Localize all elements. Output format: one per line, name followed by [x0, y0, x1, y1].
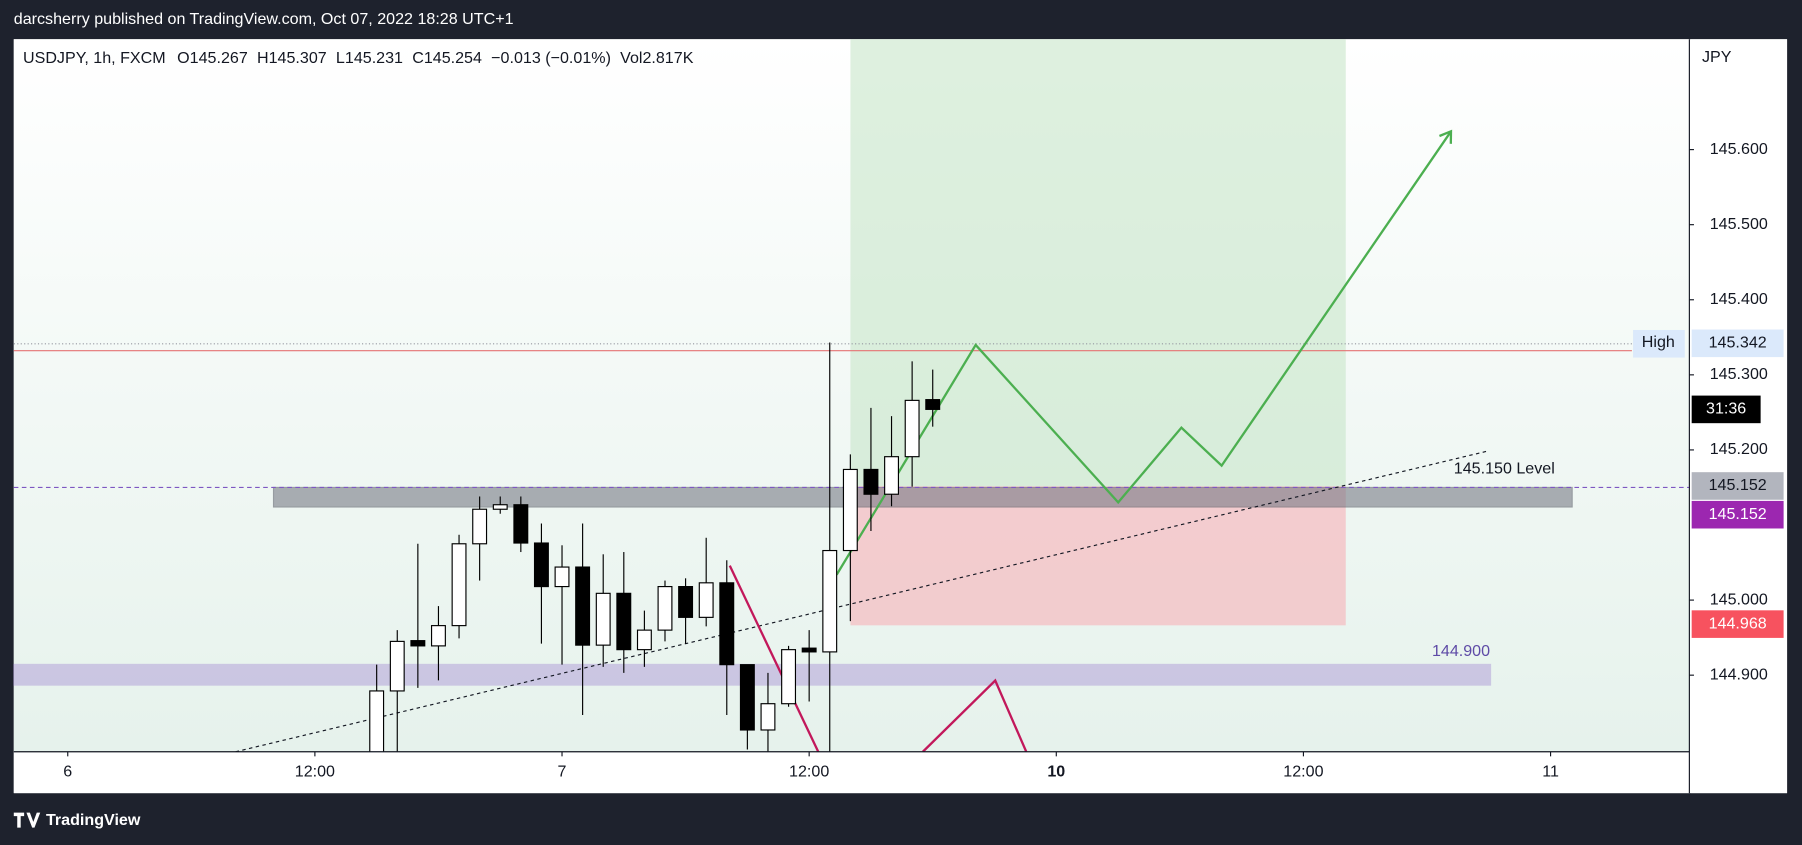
y-tick-label: 145.500: [1710, 215, 1768, 233]
red-path: [922, 678, 1028, 753]
candle-body: [884, 456, 900, 495]
legend-symbol: USDJPY, 1h, FXCM: [23, 49, 166, 67]
x-tick-label: 7: [558, 763, 567, 781]
red-path: [728, 565, 820, 753]
legend-value: 145.231: [345, 49, 403, 67]
x-tick-label: 12:00: [789, 763, 829, 781]
candle-body: [430, 625, 446, 647]
legend-volume: Vol2.817K: [620, 49, 694, 67]
legend-field: O: [177, 49, 190, 67]
level-label: 145.150 Level: [1454, 459, 1555, 477]
candle-body: [822, 549, 838, 653]
legend-value: 145.254: [424, 49, 482, 67]
x-tick-label: 11: [1542, 763, 1559, 781]
price-tag: [1691, 610, 1784, 638]
axes: 144.900 145.000 145.200 145.300 145.400 145.5…: [63, 140, 1784, 781]
price-tag-label: 145.152: [1709, 476, 1767, 494]
candle-body: [698, 582, 714, 618]
high-tag: [1633, 329, 1685, 358]
countdown-tag: [1691, 395, 1761, 424]
candle-body: [616, 592, 632, 651]
candle-body: [760, 703, 776, 731]
legend-change: −0.013 (−0.01%): [491, 49, 611, 67]
y-tick-label: 145.200: [1710, 440, 1768, 458]
brand-logo: [13, 812, 41, 828]
candle-body: [369, 690, 385, 752]
candle-body: [719, 582, 735, 666]
legend-text: USDJPY, 1h, FXCM O145.267 H145.307 L145.231…: [23, 49, 694, 67]
legend-value: 145.267: [190, 49, 248, 67]
stop-zone: [850, 486, 1346, 626]
candle-body: [533, 542, 549, 588]
candle-body: [554, 566, 570, 588]
x-axis: [13, 751, 1690, 794]
candle-body: [904, 399, 920, 458]
zone-label: 144.900: [1432, 642, 1490, 660]
x-tick-label: 10: [1047, 763, 1065, 781]
legend-field: H: [257, 49, 269, 67]
price-tag: [1691, 329, 1784, 358]
candle-body: [842, 468, 858, 552]
y-tick-label: 145.400: [1710, 290, 1768, 308]
candle-body: [925, 399, 941, 410]
candle-body: [657, 586, 673, 631]
candle-body: [513, 504, 529, 544]
price-tag-label: 145.342: [1709, 334, 1767, 352]
y-tick-label: 145.000: [1710, 590, 1768, 608]
y-tick-label: 145.600: [1710, 140, 1768, 158]
y-tick-label: 144.900: [1710, 665, 1768, 683]
candle-body: [389, 640, 405, 692]
x-tick-label: 12:00: [295, 763, 335, 781]
brand: TradingView: [46, 811, 141, 829]
publish-header: darcsherry published on TradingView.com,…: [14, 10, 514, 28]
countdown: 31:36: [1706, 400, 1746, 418]
candle-body: [595, 592, 611, 646]
high-label: High: [1642, 333, 1675, 351]
price-tag-label: 144.968: [1709, 614, 1767, 632]
series: [369, 342, 941, 752]
trend-line: [235, 450, 1490, 753]
price-tag-label: 145.152: [1709, 505, 1767, 523]
candle-body: [472, 508, 488, 545]
price-tag: [1691, 500, 1784, 529]
candle-body: [863, 468, 879, 495]
level-zone: [272, 486, 1573, 508]
legend-field: C: [412, 49, 424, 67]
x-tick-label: 12:00: [1283, 763, 1323, 781]
legend: USDJPY, 1h, FXCM O145.267 H145.307 L145.231…: [23, 49, 694, 67]
legend-field: L: [336, 49, 345, 67]
y-tick-label: 145.300: [1710, 365, 1768, 383]
candle-body: [636, 629, 652, 651]
candle-body: [575, 566, 591, 646]
projection-path: [835, 129, 1453, 576]
candle-body: [492, 504, 508, 510]
candle-body: [451, 543, 467, 627]
legend-value: 145.307: [269, 49, 327, 67]
x-tick-label: 6: [63, 763, 72, 781]
candle-body: [739, 664, 755, 731]
price-tag: [1691, 472, 1784, 500]
candle-body: [410, 640, 426, 647]
candle-body: [801, 647, 817, 653]
target-zone: [850, 39, 1346, 487]
currency: JPY: [1702, 48, 1732, 66]
candle-body: [781, 649, 797, 705]
candle-body: [678, 586, 694, 618]
